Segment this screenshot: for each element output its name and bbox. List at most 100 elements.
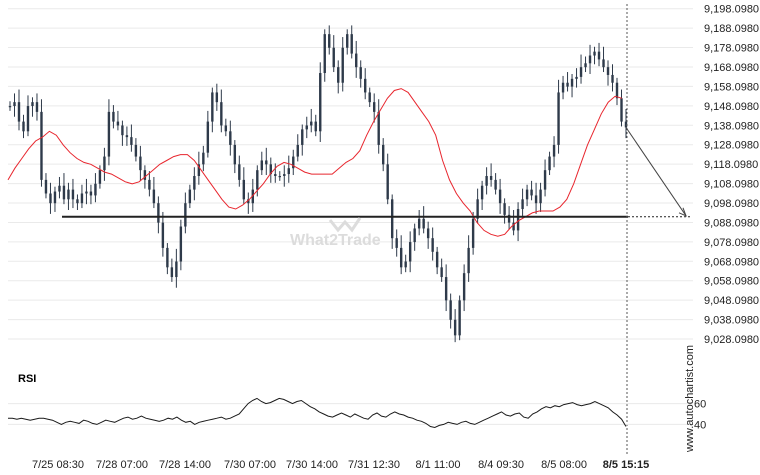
candle-body [130, 137, 133, 145]
candle-body [593, 51, 596, 56]
candle-body [103, 156, 106, 171]
candle-body [557, 92, 560, 145]
candle-body [35, 102, 39, 112]
candle-body [224, 125, 228, 132]
candle-body [350, 34, 353, 54]
candle-body [368, 92, 371, 103]
candle-body [319, 73, 322, 132]
watermark-icon [328, 217, 362, 233]
price-tick-label: 9,048.0980 [704, 295, 759, 307]
candle-body [175, 261, 178, 278]
candle-body [143, 170, 147, 180]
price-tick-label: 9,118.0980 [704, 159, 758, 171]
candle-body [377, 111, 380, 145]
watermark-icon-stroke [328, 217, 362, 233]
candle-body [188, 189, 192, 204]
candle-body [80, 193, 84, 204]
price-axis: 9,198.0980 9,188.0980 9,178.0980 9,168.0980… [704, 4, 759, 346]
rsi-panel: 60 40 [8, 397, 706, 431]
candle-body [332, 47, 335, 68]
candle-body [561, 82, 565, 93]
candle-body [305, 125, 308, 130]
candle-body [588, 55, 592, 64]
candle-body [269, 164, 272, 175]
price-tick-label: 9,198.0980 [704, 4, 759, 16]
candle-body [615, 82, 619, 99]
candle-body [449, 300, 452, 320]
candle-body [260, 160, 263, 171]
candle-body [386, 164, 389, 200]
candle-body [404, 261, 407, 268]
time-tick-label: 7/28 14:00 [159, 459, 211, 471]
price-tick-label: 9,088.0980 [704, 217, 759, 229]
price-tick-label: 9,138.0980 [704, 120, 759, 132]
price-tick-label: 9,178.0980 [704, 43, 759, 55]
candle-body [301, 129, 304, 145]
candle-body [31, 102, 34, 107]
time-axis: 7/25 08:30 7/28 07:00 7/28 14:00 7/30 07:00… [32, 459, 649, 471]
candle-body [215, 92, 219, 103]
time-tick-label: 7/30 14:00 [286, 459, 338, 471]
candle-body [413, 228, 416, 243]
candle-body [359, 67, 362, 79]
time-tick-label: 7/25 08:30 [32, 459, 84, 471]
price-tick-label: 9,078.0980 [704, 237, 759, 249]
price-tick-label: 9,148.0980 [704, 101, 759, 113]
candle-body [620, 98, 623, 122]
candle-body [341, 47, 344, 83]
candle-body [548, 156, 551, 171]
time-tick-label: 8/5 15:15 [603, 459, 649, 471]
candle-body [193, 176, 196, 190]
candle-body [530, 189, 533, 196]
candle-body [606, 67, 610, 75]
candle-body [44, 179, 48, 194]
candle-body [62, 185, 66, 200]
candle-body [197, 164, 201, 176]
candle-body [512, 222, 515, 231]
candle-body [58, 185, 61, 192]
candle-body [539, 189, 542, 204]
candle-body [323, 34, 326, 74]
price-tick-label: 9,098.0980 [704, 198, 759, 210]
time-tick-label: 8/4 09:30 [478, 459, 524, 471]
candle-body [112, 111, 115, 122]
candle-body [107, 111, 111, 157]
candle-body [8, 106, 12, 108]
candle-body [242, 179, 246, 200]
candle-body [498, 189, 502, 204]
candle-body [467, 247, 470, 274]
candle-body [462, 273, 466, 301]
candle-body [624, 121, 628, 128]
candle-body [76, 199, 79, 204]
candle-body [152, 189, 156, 204]
candle-body [85, 191, 88, 194]
candle-body [381, 144, 385, 165]
candle-body [296, 144, 299, 157]
candle-body [417, 218, 421, 229]
price-tick-label: 9,028.0980 [704, 334, 759, 346]
price-tick-label: 9,168.0980 [704, 62, 759, 74]
candle-body [543, 170, 547, 190]
candle-body [94, 183, 97, 196]
candle-body [292, 156, 295, 169]
candle-body [570, 78, 574, 87]
candle-body [22, 121, 25, 132]
candle-body [516, 209, 520, 231]
candle-body [566, 82, 569, 87]
candle-body [134, 144, 138, 157]
candle-body [440, 267, 443, 278]
candle-body [116, 121, 120, 126]
price-tick-label: 9,108.0980 [704, 179, 759, 191]
candle-body [485, 176, 488, 186]
candle-body [179, 226, 183, 262]
candle-body [229, 131, 232, 145]
rsi-tick-label: 40 [694, 419, 706, 431]
candle-body [202, 152, 205, 165]
candle-body [98, 170, 102, 184]
candle-body [534, 195, 538, 204]
candle-body [373, 102, 376, 112]
candle-body [125, 135, 129, 138]
candle-body [408, 242, 412, 262]
candle-body [395, 238, 398, 248]
